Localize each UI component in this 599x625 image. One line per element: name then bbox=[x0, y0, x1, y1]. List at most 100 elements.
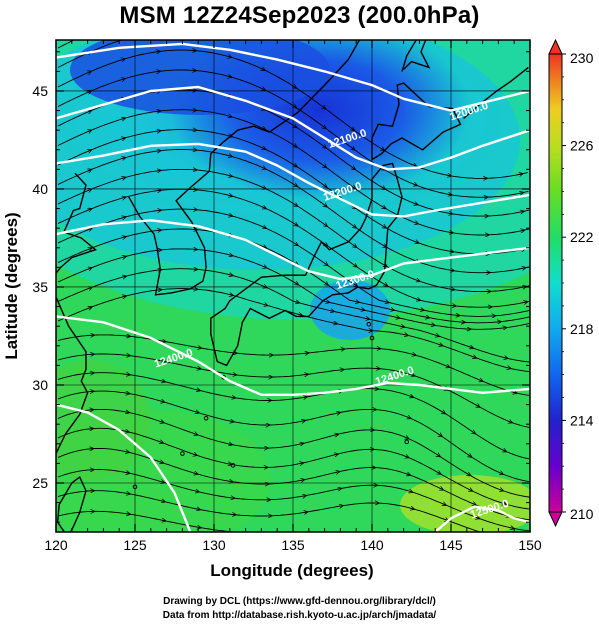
island bbox=[366, 321, 372, 327]
streamline-arrow bbox=[442, 412, 445, 414]
streamline-arrow bbox=[407, 417, 410, 418]
streamline-arrow bbox=[194, 473, 197, 474]
coastlines bbox=[56, 40, 529, 532]
streamline-arrow bbox=[88, 170, 91, 171]
y-tick-label: 40 bbox=[32, 181, 48, 197]
chart-title: MSM 12Z24Sep2023 (200.0hPa) bbox=[119, 2, 480, 29]
streamline-arrow bbox=[294, 204, 297, 206]
streamline-arrow bbox=[476, 517, 479, 518]
streamline-arrow bbox=[262, 168, 265, 169]
streamline-arrow bbox=[263, 266, 266, 267]
streamline-arrow bbox=[355, 301, 358, 302]
contour-line bbox=[56, 315, 530, 396]
colorbar: 210 214 218 222 226 230 bbox=[548, 38, 594, 528]
streamline-arrow bbox=[416, 280, 419, 281]
streamline-arrow bbox=[513, 392, 516, 393]
streamline-arrow bbox=[510, 528, 513, 529]
streamline-arrow bbox=[88, 130, 91, 131]
streamline-arrow bbox=[335, 454, 338, 455]
streamline-arrow bbox=[228, 56, 231, 57]
streamline-arrow bbox=[439, 344, 442, 345]
streamline-arrow bbox=[228, 116, 231, 117]
streamline-arrow bbox=[335, 434, 338, 435]
streamline-arrow bbox=[324, 244, 326, 246]
streamline-arrow bbox=[407, 474, 410, 475]
streamline-arrow bbox=[324, 185, 326, 187]
streamline-arrow bbox=[125, 452, 128, 453]
streamline bbox=[57, 353, 530, 428]
streamline-arrow bbox=[88, 91, 91, 92]
streamline-arrow bbox=[524, 302, 527, 303]
streamline bbox=[57, 69, 529, 198]
streamline-arrow bbox=[415, 222, 418, 223]
island bbox=[203, 416, 209, 421]
streamline-arrow bbox=[437, 455, 440, 457]
streamline-arrow bbox=[352, 167, 354, 169]
streamline-arrow bbox=[122, 257, 125, 258]
streamline bbox=[57, 334, 530, 396]
coastline bbox=[56, 296, 89, 454]
streamline-arrow bbox=[507, 368, 510, 369]
streamline-arrow bbox=[296, 302, 299, 303]
streamline-arrow bbox=[121, 59, 124, 60]
x-tick-label: 150 bbox=[518, 537, 542, 553]
contour-line bbox=[56, 142, 530, 218]
streamline-arrow bbox=[162, 381, 165, 382]
streamline-arrow bbox=[436, 335, 439, 336]
streamline-arrow bbox=[409, 491, 412, 492]
streamline-arrow bbox=[325, 263, 327, 265]
streamline-arrow bbox=[228, 156, 231, 157]
streamline-arrow bbox=[126, 493, 129, 494]
streamline-arrow bbox=[383, 226, 386, 227]
streamline-arrow bbox=[294, 165, 297, 167]
streamline-arrow bbox=[472, 432, 474, 434]
streamline-arrow bbox=[476, 405, 479, 406]
streamline-arrow bbox=[381, 149, 384, 151]
streamline-arrow bbox=[522, 268, 525, 269]
streamline-arrow bbox=[472, 503, 475, 504]
streamline-arrow bbox=[519, 174, 522, 175]
colorbar-tick-label: 222 bbox=[570, 229, 594, 245]
streamline-arrow bbox=[336, 472, 339, 473]
streamline-arrow bbox=[331, 311, 334, 312]
colorbar-min-arrow bbox=[548, 511, 563, 528]
streamline-arrow bbox=[500, 489, 503, 490]
streamline-arrow bbox=[229, 175, 232, 176]
colorbar-tick-label: 214 bbox=[570, 412, 594, 428]
streamline-arrow bbox=[121, 79, 124, 80]
streamline-arrow bbox=[417, 299, 420, 300]
streamline-arrow bbox=[198, 347, 201, 348]
streamline-arrow bbox=[504, 358, 507, 359]
x-tick-label: 130 bbox=[202, 537, 226, 553]
streamline-arrow bbox=[366, 318, 369, 319]
streamline-arrow bbox=[351, 128, 353, 130]
streamline-arrow bbox=[468, 455, 470, 457]
streamline-arrow bbox=[122, 237, 125, 238]
x-axis-title: Longitude (degrees) bbox=[210, 561, 373, 580]
x-tick-label: 145 bbox=[439, 537, 463, 553]
streamline-arrow bbox=[439, 434, 441, 436]
streamline-arrow bbox=[470, 347, 473, 348]
streamline-arrow bbox=[521, 230, 524, 231]
streamline-arrow bbox=[448, 175, 451, 176]
streamline-arrow bbox=[262, 108, 265, 109]
streamline-arrow bbox=[414, 184, 417, 185]
streamline bbox=[57, 510, 236, 532]
colorbar-max-arrow bbox=[548, 38, 563, 55]
streamline-arrow bbox=[420, 310, 423, 311]
streamline-arrow bbox=[500, 473, 503, 474]
contour-line bbox=[56, 403, 192, 532]
streamline-arrow bbox=[323, 107, 325, 109]
streamline-arrow bbox=[122, 138, 125, 139]
streamline-arrow bbox=[300, 443, 303, 444]
streamline-arrow bbox=[473, 357, 476, 358]
streamline-arrow bbox=[193, 454, 196, 455]
streamline bbox=[57, 129, 530, 255]
streamline-arrow bbox=[229, 195, 232, 196]
streamline-arrow bbox=[411, 508, 414, 509]
streamline-arrow bbox=[197, 368, 200, 369]
streamline bbox=[57, 427, 530, 510]
colorbar-tick-label: 226 bbox=[570, 138, 594, 154]
streamline-arrow bbox=[293, 125, 296, 127]
streamline-arrow bbox=[383, 245, 386, 246]
